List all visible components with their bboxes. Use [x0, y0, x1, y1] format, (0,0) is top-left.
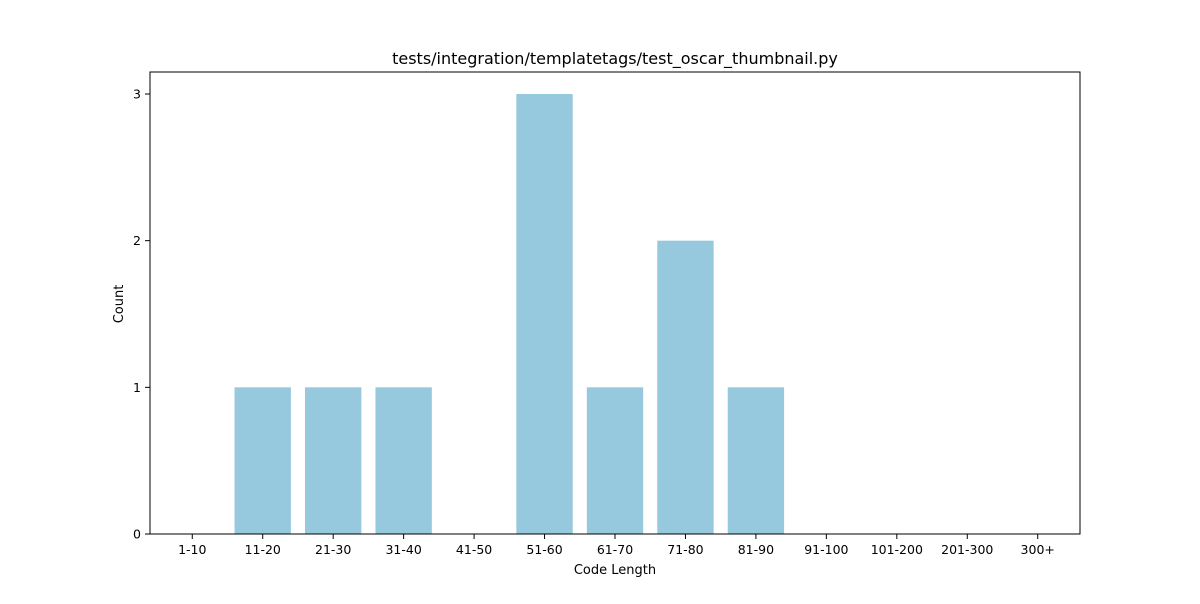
y-tick-label: 2 [133, 233, 141, 248]
x-tick-label: 31-40 [385, 542, 421, 557]
y-axis-ticks: 0 1 2 3 [133, 87, 150, 542]
x-axis-ticks: 1-10 11-20 21-30 31-40 41-50 51-60 61-70 71-80 8… [178, 534, 1055, 557]
y-axis-label: Count [112, 285, 127, 324]
x-axis-label: Code Length [574, 563, 656, 578]
y-tick-label: 0 [133, 527, 141, 542]
x-tick-label: 41-50 [456, 542, 492, 557]
bar-21-30 [305, 387, 362, 534]
x-tick-label: 201-300 [941, 542, 993, 557]
x-tick-label: 101-200 [871, 542, 923, 557]
x-tick-label: 91-100 [804, 542, 848, 557]
bar-71-80 [657, 240, 714, 534]
x-tick-label: 51-60 [526, 542, 562, 557]
x-tick-label: 300+ [1021, 542, 1055, 557]
x-tick-label: 11-20 [245, 542, 281, 557]
x-tick-label: 61-70 [597, 542, 633, 557]
bar-11-20 [234, 387, 291, 534]
x-tick-label: 81-90 [738, 542, 774, 557]
bar-31-40 [375, 387, 432, 534]
x-tick-label: 1-10 [178, 542, 206, 557]
x-tick-label: 71-80 [667, 542, 703, 557]
bar-61-70 [586, 387, 644, 534]
bar-51-60 [516, 94, 573, 534]
bars-layer [234, 94, 785, 534]
y-tick-label: 3 [133, 87, 141, 102]
chart-title: tests/integration/templatetags/test_osca… [392, 49, 838, 69]
x-tick-label: 21-30 [315, 542, 351, 557]
y-tick-label: 1 [133, 380, 141, 395]
bar-81-90 [727, 387, 785, 534]
